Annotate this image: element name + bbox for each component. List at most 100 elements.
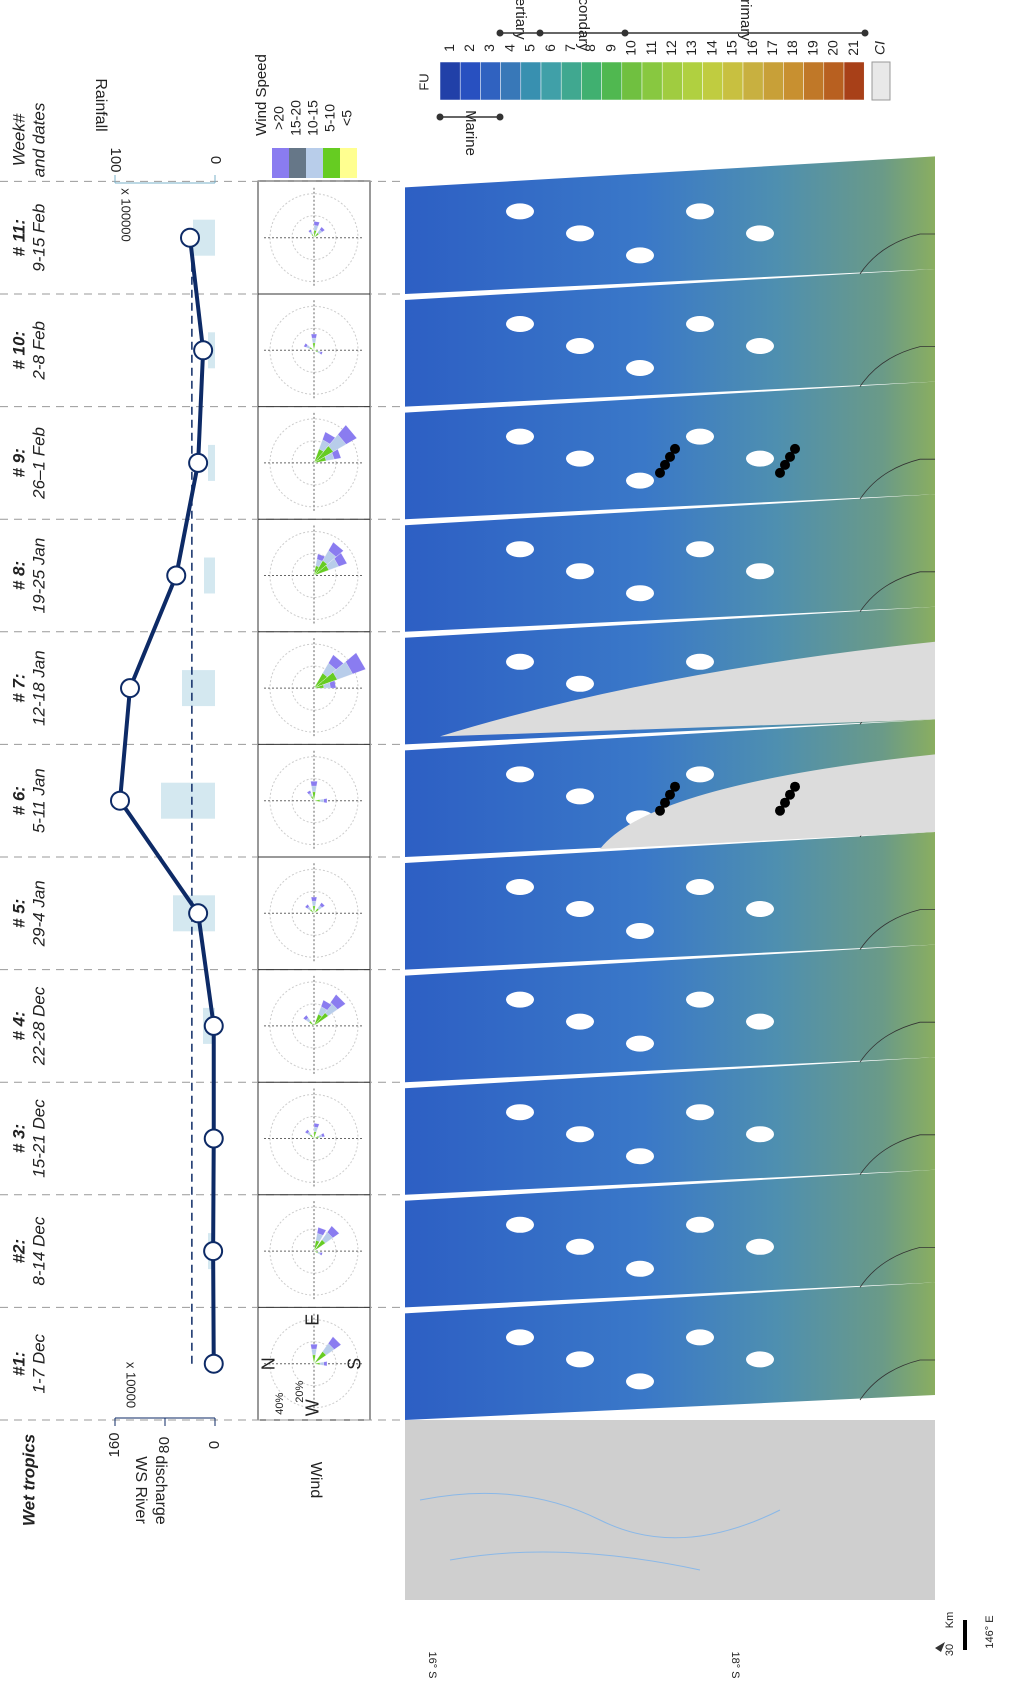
reef [566,1238,594,1255]
site [665,451,675,462]
discharge-point [180,227,200,248]
week-header: Week# [9,113,28,166]
reef [506,879,534,895]
multiplier: x 10000 [124,1362,139,1408]
site [790,781,800,792]
week-number: # 9: [9,448,28,477]
reef [686,1104,714,1121]
fu-swatch [459,61,481,101]
fu-label: 5 [522,44,538,52]
cloud [600,754,935,849]
reef [626,1373,654,1390]
rose-petal-part [312,1354,316,1364]
site [775,805,785,816]
reef [566,788,594,805]
lon-label: 146° E [984,1615,996,1648]
legend-swatch [323,148,340,178]
site [660,459,670,470]
coast [859,1359,935,1401]
north-arrow [935,1642,945,1652]
map-panel [405,1057,935,1195]
legend-label: <5 [339,110,355,126]
reef [686,316,714,332]
y-tick-label: 160 [106,1432,123,1457]
discharge-point [188,452,209,473]
fu-label: 4 [501,44,517,52]
rose-petal-part [311,233,315,238]
region-title: Wet tropics [19,1434,38,1526]
legend-label: 5-10 [322,104,338,132]
axis-title: WS River [132,1456,149,1524]
map-panel [405,381,935,520]
fu-label: 10 [623,40,639,56]
map-panel [405,269,935,407]
reef [566,450,594,467]
compass-label: N [259,1357,279,1370]
map-panel [405,1169,935,1308]
rose-petal-part [308,1020,315,1027]
reef [506,991,534,1008]
site [785,789,795,800]
discharge-point [203,1353,224,1374]
week-dates: 15-21 Dec [29,1099,48,1178]
y-tick-label: 100 [107,147,124,172]
reef [506,428,534,445]
rose-petal-part [313,456,327,464]
y-tick-label: 80 [156,1437,173,1454]
reef [506,766,534,783]
reef [506,541,534,558]
coast [859,909,935,950]
axis-title: Wind [307,1462,324,1498]
site [790,443,800,454]
fu-label: 8 [582,44,598,52]
rose-petal-part [313,908,320,914]
rose-petal-part [313,684,325,689]
reef [566,338,594,354]
discharge-point [203,1241,224,1262]
fu-swatch [762,61,784,101]
rose-petal-part [309,1134,315,1139]
rose-petal-part [313,1250,319,1254]
rose-petal-part [309,909,315,914]
fu-label: 16 [744,40,760,56]
site [665,789,675,800]
week-dates: 19-25 Jan [29,538,48,614]
week-number: # 5: [9,899,28,928]
fu-label: 21 [845,40,861,56]
rose-petal-part [313,1362,320,1365]
reef [566,225,594,242]
rose-petal-part [313,1351,327,1364]
rose-petal-part [313,350,319,353]
coast [859,571,935,613]
reef [626,585,654,602]
rain-bar [204,557,215,594]
fu-swatch [641,61,663,101]
fu-swatch [803,61,825,101]
reef [506,203,534,220]
fu-swatch [702,61,724,101]
fu-label: 6 [542,44,558,52]
discharge-point [203,1015,224,1036]
reef [626,360,654,376]
week-header: and dates [29,102,48,177]
reef [686,991,714,1008]
fu-swatch [843,61,865,101]
compass-label: S [345,1358,365,1370]
fu-swatch [871,61,891,101]
week-dates: 9-15 Feb [29,204,48,272]
coast [859,458,935,500]
rose-petal-part [313,799,320,802]
ring-label: 20% [294,1380,306,1402]
week-dates: 2-8 Feb [29,321,48,381]
site [670,443,680,454]
reef [626,1035,654,1052]
reef [626,472,654,489]
fu-swatch [540,61,562,101]
fu-label: 7 [562,44,578,52]
legend-swatch [272,148,289,178]
ring-label: 40% [274,1392,286,1414]
rain-bar [161,782,215,819]
reef [686,203,714,220]
week-number: # 7: [9,673,28,702]
